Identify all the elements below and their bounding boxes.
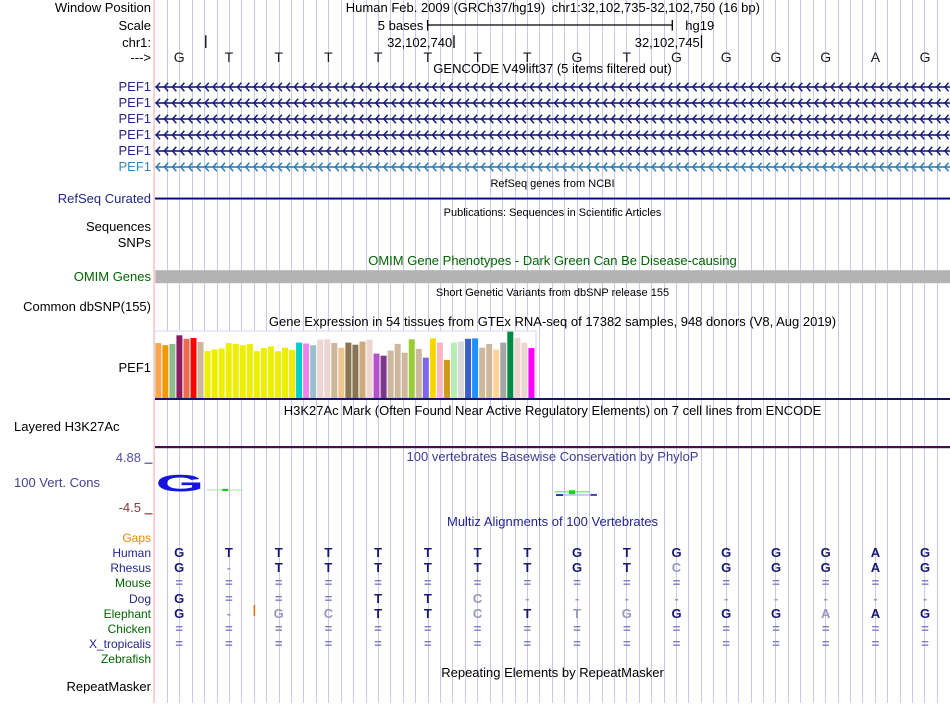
svg-text:G: G <box>156 470 205 497</box>
